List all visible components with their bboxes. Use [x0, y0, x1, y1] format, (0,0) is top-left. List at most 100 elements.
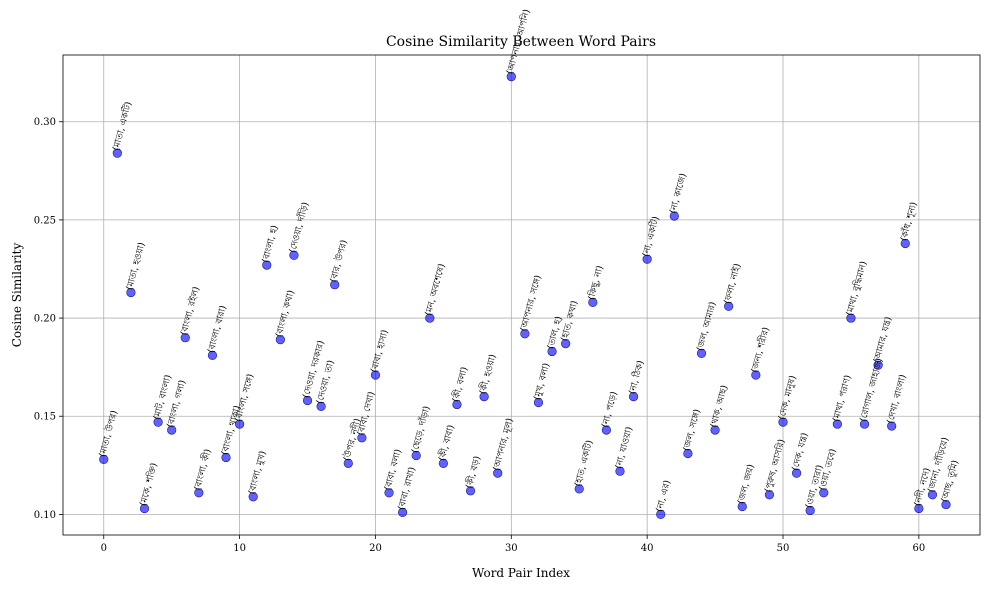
x-tick-label: 30 [505, 543, 518, 554]
data-point [724, 301, 734, 311]
point-label: (বার, উপর) [327, 238, 350, 283]
point-label: (হাত, একটি) [572, 439, 596, 488]
data-point [859, 419, 870, 429]
data-point [927, 490, 938, 500]
point-label: (না, একটি) [639, 215, 661, 258]
data-point [357, 433, 367, 443]
grid [63, 55, 980, 535]
data-point [696, 348, 707, 359]
point-label: (রোগাল, জাহাজ) [859, 357, 886, 423]
point-label: (বাবা, রাখা) [397, 466, 418, 511]
data-point [764, 490, 775, 500]
data-point [398, 507, 408, 518]
data-point [900, 238, 910, 249]
data-point [411, 450, 421, 461]
data-point [574, 484, 584, 494]
point-label: (জল, জয়) [736, 463, 756, 505]
x-tick-label: 20 [369, 543, 382, 554]
y-axis-ticks: 0.10 0.15 0.20 0.25 0.30 [34, 117, 63, 521]
data-points [99, 71, 951, 519]
point-label: (দেক, যন্ত্র) [791, 432, 811, 472]
point-label: (মাথা, বুদ্ধিমান) [844, 260, 869, 317]
point-label: (না, যাওয়া) [614, 426, 635, 470]
point-label: (পুরুষ, আসরি) [763, 438, 788, 494]
point-label: (ফলা, নাই) [722, 262, 743, 305]
x-tick-label: 0 [101, 543, 107, 554]
data-point [778, 417, 788, 427]
point-label: (কিছু, না) [586, 264, 606, 301]
point-label: (কী, বড়) [463, 455, 483, 490]
data-point [180, 333, 190, 343]
point-label: (জল, আমার) [696, 301, 719, 352]
data-point [139, 503, 150, 514]
data-point [683, 448, 693, 459]
data-point [99, 454, 109, 465]
point-label: (না, কাজে) [669, 172, 689, 214]
data-point [873, 360, 883, 370]
data-point [275, 335, 285, 345]
data-point [221, 452, 231, 463]
data-point [207, 350, 218, 360]
data-point [126, 287, 136, 298]
point-label: (বাংলা, কী) [191, 447, 214, 491]
point-label: (দেখা, বাংলা) [886, 373, 909, 424]
data-point [248, 492, 258, 502]
y-tick-label: 0.30 [34, 117, 56, 128]
y-tick-label: 0.15 [34, 412, 56, 423]
data-point [832, 419, 842, 429]
data-point [533, 397, 544, 408]
plot-frame [62, 54, 981, 536]
y-tick-label: 0.10 [34, 510, 56, 521]
point-label: (না, পড়ে) [601, 391, 620, 429]
point-label: (দেক, মানুষ) [777, 374, 798, 420]
point-label: (জন্য, শরীর) [748, 326, 772, 374]
data-point [656, 509, 666, 519]
point-label: (বাংলা, মুখ) [247, 450, 268, 496]
x-axis-ticks: 0 10 20 30 40 50 60 [101, 535, 925, 554]
data-point [941, 499, 951, 510]
data-point [438, 458, 448, 468]
data-point [846, 313, 856, 323]
data-point [520, 329, 530, 339]
data-point [452, 399, 462, 410]
data-point [751, 370, 761, 380]
data-point [791, 468, 802, 478]
data-point [601, 425, 612, 435]
point-label: (বাংলা, কথা) [275, 289, 297, 338]
data-point [561, 338, 571, 349]
data-point [819, 488, 829, 498]
point-label: (না, এর) [655, 479, 673, 513]
data-point [887, 421, 897, 431]
chart-title: Cosine Similarity Between Word Pairs [386, 34, 656, 50]
point-label: (বাংলা, হ) [261, 224, 281, 264]
point-label: (বাবা, হাসা) [370, 329, 391, 374]
x-tick-label: 40 [641, 543, 654, 554]
data-point [669, 211, 679, 221]
y-axis-label: Cosine Similarity [10, 243, 24, 348]
data-point [262, 260, 272, 270]
point-label: (বাবা, বলা) [383, 448, 404, 491]
data-point [805, 505, 815, 516]
data-point [153, 417, 163, 427]
point-label: (মন, অবশেষে) [424, 263, 447, 317]
data-point [737, 501, 747, 512]
x-axis-label: Word Pair Index [472, 566, 570, 580]
point-label: (কী, বলা) [449, 365, 470, 403]
data-point [547, 346, 557, 357]
y-tick-label: 0.20 [34, 314, 56, 325]
point-label: (বাবা, দেখা) [356, 391, 377, 437]
point-label: (বাংলা, সঙ্গে) [234, 373, 256, 423]
point-label: (আপনার, মূল) [492, 417, 516, 472]
point-label: (থাক, আছ) [709, 384, 730, 429]
data-point [316, 401, 326, 412]
point-label: (মাথা, পরাণ) [832, 374, 854, 423]
point-label: (আপনার, সঙ্গে) [519, 274, 544, 332]
data-point [343, 458, 353, 468]
point-label: (বাংলা, বারা) [207, 304, 229, 354]
data-point [465, 486, 476, 496]
data-point [628, 391, 639, 402]
point-labels: (মাতা, উপর)(মাতা, একটি)(মাতা, হওয়া)(মকে… [96, 8, 961, 513]
data-point [384, 488, 394, 498]
data-point [194, 488, 204, 498]
